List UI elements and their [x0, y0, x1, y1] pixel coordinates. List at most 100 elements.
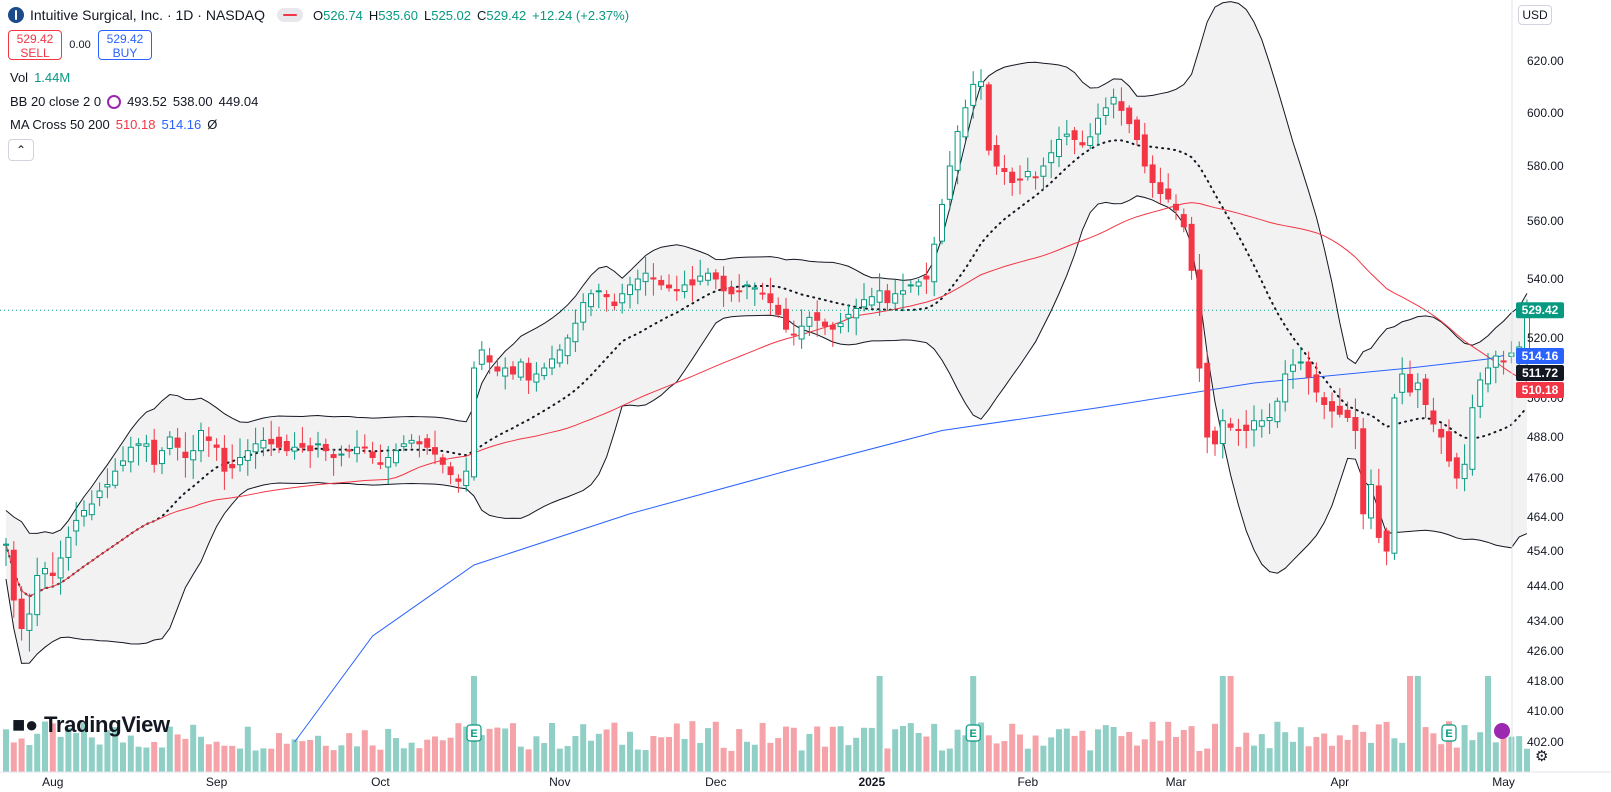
candle-body — [151, 439, 158, 465]
earnings-marker — [965, 724, 981, 742]
volume-bar — [1009, 723, 1016, 772]
ma-cross-legend[interactable]: MA Cross 50 200 510.18 514.16 Ø — [10, 117, 218, 132]
volume-legend[interactable]: Vol 1.44M — [10, 70, 71, 85]
candle-body — [393, 450, 399, 464]
symbol-title[interactable]: Intuitive Surgical, Inc. · 1D · NASDAQ — [30, 7, 265, 23]
settings-gear-icon[interactable]: ⚙ — [1535, 748, 1549, 765]
volume-bar — [619, 744, 626, 772]
volume-bar — [1274, 721, 1281, 772]
volume-bar — [1157, 740, 1164, 772]
volume-bar — [1149, 721, 1156, 772]
volume-bar — [1219, 676, 1226, 772]
volume-bar — [978, 722, 984, 772]
price-tag-label: 514.16 — [1522, 349, 1559, 363]
bollinger-legend[interactable]: BB 20 close 2 0 493.52 538.00 449.04 — [10, 94, 259, 109]
candle-body — [10, 549, 17, 601]
volume-bar — [1118, 736, 1125, 772]
volume-bar — [252, 750, 259, 772]
volume-bar — [322, 745, 329, 772]
time-tick-label: Feb — [1017, 775, 1038, 789]
volume-bar — [377, 749, 384, 772]
bollinger-basis-line — [5, 139, 1528, 598]
tradingview-logo: ■● TradingView — [12, 712, 170, 737]
candle-body — [829, 324, 836, 330]
candle-body — [1165, 188, 1172, 200]
company-logo-icon — [8, 7, 24, 23]
volume-bar — [1391, 738, 1398, 772]
candle-body — [1204, 362, 1211, 438]
price-tag-label: 511.72 — [1522, 366, 1558, 380]
volume-bar — [627, 731, 633, 772]
candle-body — [3, 543, 9, 546]
volume-bar — [338, 745, 345, 772]
volume-bar — [1204, 748, 1211, 772]
candle-body — [1017, 178, 1023, 181]
volume-bar — [213, 741, 220, 772]
candle-body — [744, 284, 750, 287]
candle-body — [884, 290, 891, 304]
volume-bar — [533, 736, 540, 772]
candle-body — [205, 436, 212, 441]
volume-bar — [775, 738, 782, 772]
candle-body — [1438, 428, 1445, 438]
time-tick-label: May — [1492, 775, 1515, 789]
volume-bar — [1032, 735, 1039, 772]
volume-bar — [478, 735, 485, 772]
spread-value: 0.00 — [69, 39, 91, 51]
candle-body — [517, 361, 524, 378]
collapse-legend-button[interactable]: ⌃ — [8, 139, 34, 161]
volume-bar — [182, 738, 189, 772]
candle-body — [81, 510, 87, 517]
candle-body — [198, 430, 204, 452]
volume-bar — [244, 726, 251, 772]
currency-selector[interactable]: USD — [1518, 5, 1552, 25]
candle-body — [432, 447, 438, 455]
volume-bar — [112, 727, 119, 772]
tradingview-mark-icon: ■● — [12, 712, 38, 737]
volume-bar — [697, 742, 704, 772]
candle-body — [658, 279, 665, 286]
volume-bar — [18, 738, 25, 772]
buy-button[interactable]: 529.42 BUY — [98, 30, 152, 60]
volume-bar — [73, 733, 80, 772]
volume-bar — [728, 750, 735, 772]
candle-body — [502, 367, 509, 377]
candle-body — [549, 358, 555, 369]
bollinger-upper-line — [5, 1, 1528, 534]
volume-bar — [346, 733, 353, 772]
volume-bar — [1313, 736, 1320, 772]
candle-body — [759, 292, 766, 295]
candle-body — [1243, 424, 1250, 431]
loading-cycle-icon — [107, 94, 122, 109]
volume-bar — [1438, 744, 1445, 772]
candle-body — [1290, 364, 1296, 372]
earnings-marker-label: E — [970, 728, 977, 740]
ohlc-open: O526.74 — [312, 7, 363, 23]
volume-bar — [88, 737, 95, 772]
candle-body — [1461, 463, 1468, 480]
candle-body — [954, 131, 961, 171]
candle-body — [1297, 361, 1304, 364]
volume-bar — [190, 724, 197, 772]
volume-bar — [892, 729, 899, 772]
candle-body — [338, 453, 345, 456]
volume-bar — [907, 723, 914, 772]
volume-bar — [455, 723, 462, 772]
earnings-marker-label: E — [1445, 728, 1452, 740]
volume-bar — [1126, 731, 1133, 772]
candle-body — [767, 293, 774, 304]
candle-body — [876, 290, 883, 303]
volume-bar — [166, 726, 173, 772]
price-tag-label: 510.18 — [1522, 383, 1559, 397]
volume-bar — [1430, 733, 1437, 772]
volume-bar — [814, 726, 821, 772]
price-tick-label: 600.00 — [1527, 106, 1564, 120]
volume-bar — [1024, 748, 1031, 772]
candle-body — [572, 322, 579, 343]
sell-button[interactable]: 529.42 SELL — [8, 30, 62, 60]
candle-body — [1258, 420, 1265, 427]
market-status-icon[interactable] — [276, 8, 303, 22]
volume-bar — [642, 750, 649, 772]
